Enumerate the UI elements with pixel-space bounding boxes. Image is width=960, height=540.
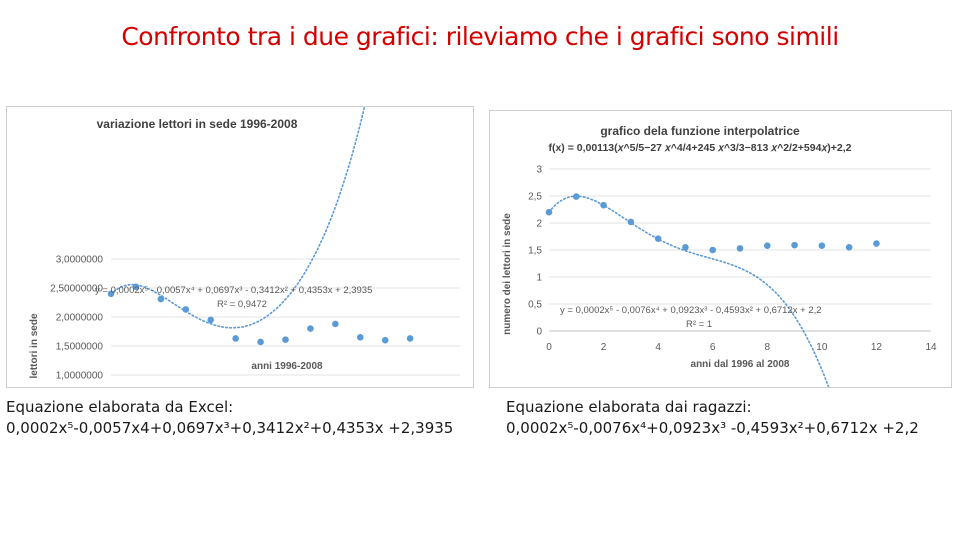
y-axis-label: numero dei lettori in sede: [502, 213, 513, 335]
y-tick-label: 2,50000000: [50, 284, 103, 295]
interpolating-chart-panel: 0 0,5 1 1,5 2 2,5 3 0 2 4 6 8 10 12 14 grafico dela fun…: [489, 110, 952, 388]
data-point: [232, 335, 239, 342]
data-point: [600, 201, 607, 209]
data-point: [332, 320, 339, 328]
x-tick-label: 10: [816, 342, 828, 353]
chart-subtitle: f(x) = 0,00113(𝑥^5/5−27 𝑥^4/4+245 𝑥^3/3−…: [548, 142, 851, 154]
data-point: [627, 218, 635, 226]
y-tick-label: 1,5: [528, 246, 542, 257]
data-point: [682, 244, 689, 251]
x-tick-label: 4: [655, 342, 661, 353]
y-tick-label: 0,5: [528, 300, 542, 311]
x-tick-label: 6: [710, 342, 716, 353]
trendline-equation: y = 0,0002x⁵ - 0,0076x⁴ + 0,0923x³ - 0,4…: [560, 305, 822, 316]
chart-title: grafico dela funzione interpolatrice: [600, 124, 800, 138]
data-point: [654, 235, 662, 242]
excel-chart-panel: ,0000000,50000001,00000001,50000002,0000…: [6, 106, 474, 388]
chart-title: variazione lettori in sede 1996-2008: [97, 117, 298, 131]
data-point: [207, 316, 215, 324]
excel-equation-label: Equazione elaborata da Excel:: [6, 398, 234, 416]
data-point: [157, 295, 165, 303]
trendline: [110, 107, 366, 329]
data-point: [572, 193, 580, 200]
data-point: [182, 306, 190, 313]
data-point: [381, 336, 389, 344]
data-point: [736, 245, 744, 252]
students-equation-formula: 0,0002x⁵-0,0076x⁴+0,0923x³ -0,4593x²+0,6…: [506, 419, 919, 437]
x-tick-label: 0: [546, 342, 552, 353]
y-tick-label: 2,5: [528, 192, 542, 203]
x-axis-label: anni dal 1996 al 2008: [691, 359, 790, 370]
r-squared-label: R² = 0,9472: [217, 299, 267, 310]
students-equation-label: Equazione elaborata dai ragazzi:: [506, 398, 752, 416]
y-tick-label: 1: [536, 273, 542, 284]
y-tick-label: 3,0000000: [56, 255, 104, 266]
excel-equation-formula: 0,0002x⁵-0,0057x4+0,0697x³+0,3412x²+0,43…: [6, 419, 454, 437]
data-point: [791, 241, 798, 249]
y-tick-label: 0: [536, 327, 542, 338]
y-tick-label: 1,5000000: [56, 342, 104, 353]
x-tick-label: 14: [925, 342, 937, 353]
data-point: [282, 336, 289, 343]
slide-title: Confronto tra i due grafici: rileviamo c…: [121, 22, 839, 51]
interpolating-chart: 0 0,5 1 1,5 2 2,5 3 0 2 4 6 8 10 12 14 grafico dela fun…: [502, 124, 937, 387]
excel-chart: ,0000000,50000001,00000001,50000002,0000…: [29, 107, 460, 382]
excel-equation-caption: Equazione elaborata da Excel: 0,0002x⁵-0…: [6, 397, 453, 439]
data-point: [545, 208, 553, 216]
y-tick-label: 2,0000000: [56, 313, 104, 324]
r-squared-label: R² = 1: [686, 319, 712, 330]
data-point: [709, 246, 717, 254]
students-equation-caption: Equazione elaborata dai ragazzi: 0,0002x…: [506, 397, 919, 439]
y-tick-label: 1,0000000: [56, 371, 104, 382]
y-tick-label: 3: [536, 165, 542, 176]
data-point: [132, 283, 140, 291]
data-point: [356, 334, 364, 341]
data-point: [873, 240, 880, 247]
x-tick-label: 12: [871, 342, 883, 353]
data-point: [763, 242, 771, 249]
data-point: [257, 338, 264, 346]
data-point: [845, 244, 853, 251]
x-axis-label: anni 1996-2008: [251, 361, 323, 372]
x-tick-label: 8: [765, 342, 771, 353]
y-axis-label: lettori in sede: [29, 313, 40, 378]
data-point: [818, 242, 826, 249]
trendline-equation: y = 0,0002x⁵ - 0,0057x⁴ + 0,0697x³ - 0,3…: [95, 285, 372, 296]
y-tick-label: 2: [536, 219, 542, 230]
data-point: [307, 325, 314, 332]
x-tick-label: 2: [601, 342, 607, 353]
data-point: [406, 335, 414, 342]
data-point: [107, 290, 115, 298]
